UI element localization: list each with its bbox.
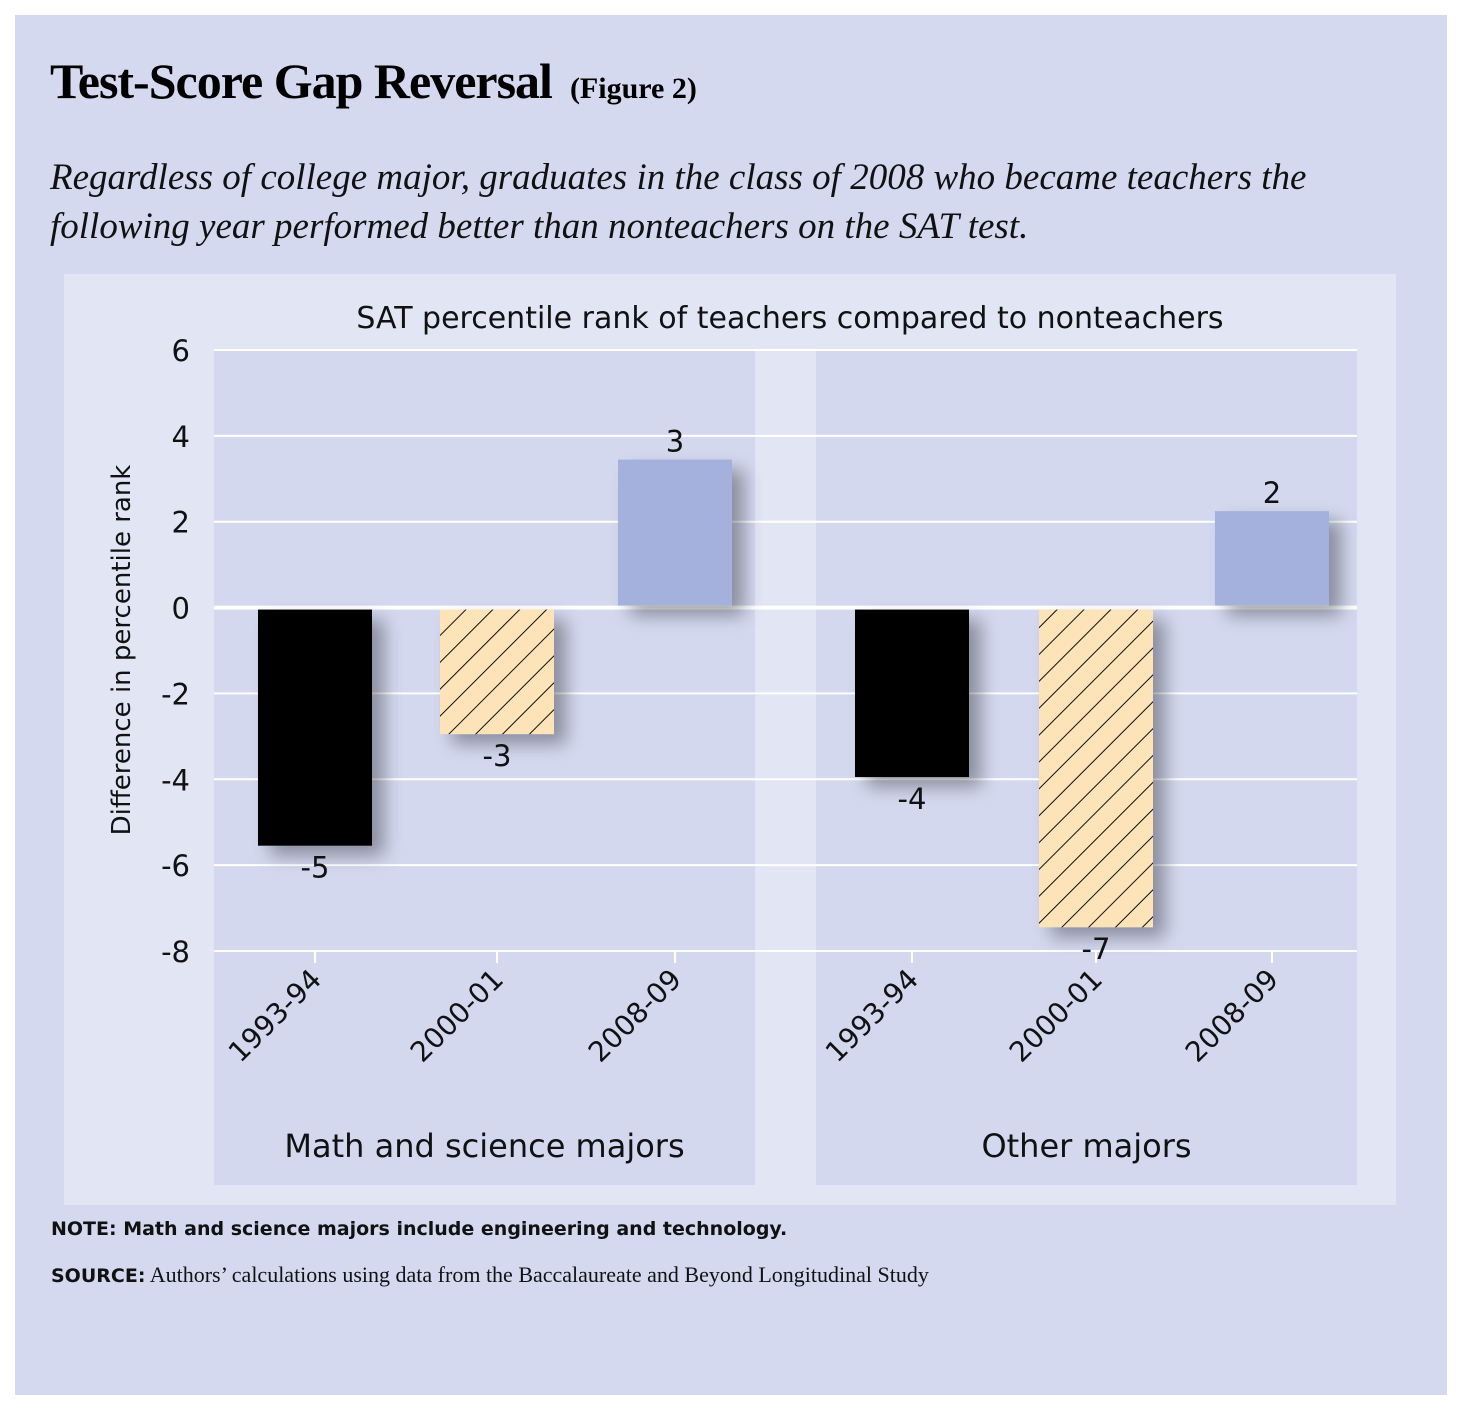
data-label: 3 [666,425,684,459]
y-tick-label: 4 [172,420,190,454]
y-tick-label: -8 [161,935,190,969]
bar-1993-94 [855,609,969,777]
data-label: -7 [1082,932,1111,966]
data-label: -4 [898,782,927,816]
y-tick-label: -2 [161,677,190,711]
y-tick-label: 6 [172,334,190,368]
source-label: SOURCE: [51,1265,146,1287]
y-axis-label: Difference in percentile rank [107,465,137,836]
title-text: Test-Score Gap Reversal [50,53,553,109]
bar-2000-01 [440,609,554,735]
chart-title: SAT percentile rank of teachers compared… [356,301,1223,336]
y-tick-label: 2 [172,506,190,540]
group-label: Math and science majors [284,1127,684,1165]
group-label: Other majors [981,1127,1191,1165]
y-tick-label: -6 [161,849,190,883]
source-body: Authors’ calculations using data from th… [145,1262,929,1287]
data-label: -3 [483,739,512,773]
note-text: NOTE: Math and science majors include en… [51,1218,788,1240]
bar-2008-09 [1215,511,1329,606]
source-text: SOURCE: Authors’ calculations using data… [51,1262,929,1288]
data-label: -5 [301,851,330,885]
figure-subtitle: Regardless of college major, graduates i… [50,157,1307,247]
figure-title: Test-Score Gap Reversal (Figure 2) [50,52,697,110]
bar-2008-09 [618,459,732,606]
y-tick-label: -4 [161,763,190,797]
bar-2000-01 [1039,609,1153,928]
figure-label: (Figure 2) [569,72,697,105]
bar-1993-94 [258,609,372,846]
y-tick-label: 0 [172,592,190,626]
data-label: 2 [1263,476,1281,510]
